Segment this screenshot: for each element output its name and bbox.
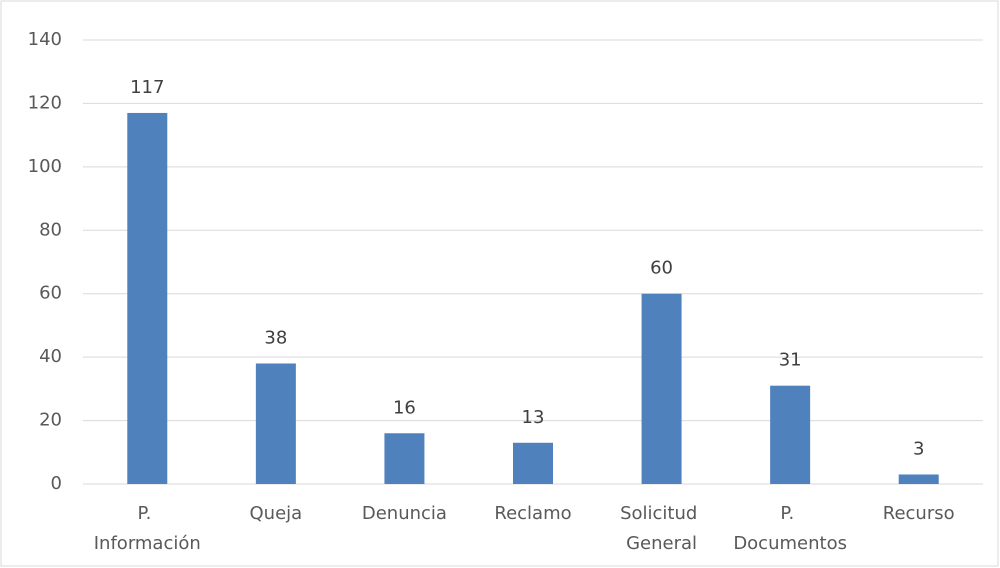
y-tick-label: 40 bbox=[39, 346, 62, 367]
data-label: 31 bbox=[779, 350, 802, 371]
data-label: 38 bbox=[264, 327, 287, 348]
data-label: 117 bbox=[130, 77, 164, 98]
x-tick-label: Denuncia bbox=[362, 503, 447, 524]
x-tick-label: P. Documentos bbox=[733, 503, 847, 554]
x-tick-label: P. Información bbox=[94, 503, 201, 554]
data-label: 13 bbox=[522, 407, 545, 428]
data-label: 60 bbox=[650, 258, 673, 279]
bar bbox=[384, 433, 425, 484]
data-label: 3 bbox=[913, 438, 924, 459]
y-tick-label: 60 bbox=[39, 283, 62, 304]
bar bbox=[513, 442, 553, 484]
bar bbox=[898, 474, 939, 484]
y-tick-label: 120 bbox=[28, 92, 62, 113]
bar bbox=[127, 112, 168, 484]
y-tick-label: 100 bbox=[28, 156, 62, 177]
bar bbox=[641, 293, 682, 484]
data-label: 16 bbox=[393, 397, 416, 418]
y-tick-label: 0 bbox=[51, 473, 62, 494]
x-tick-label: Solicitud General bbox=[620, 503, 703, 554]
y-tick-label: 140 bbox=[28, 29, 62, 50]
x-tick-label: Recurso bbox=[883, 503, 955, 524]
y-tick-label: 80 bbox=[39, 219, 62, 240]
y-tick-label: 20 bbox=[39, 410, 62, 431]
x-tick-label: Queja bbox=[250, 503, 303, 524]
x-tick-label: Reclamo bbox=[494, 503, 571, 524]
bar bbox=[255, 363, 296, 484]
bar bbox=[770, 385, 811, 484]
